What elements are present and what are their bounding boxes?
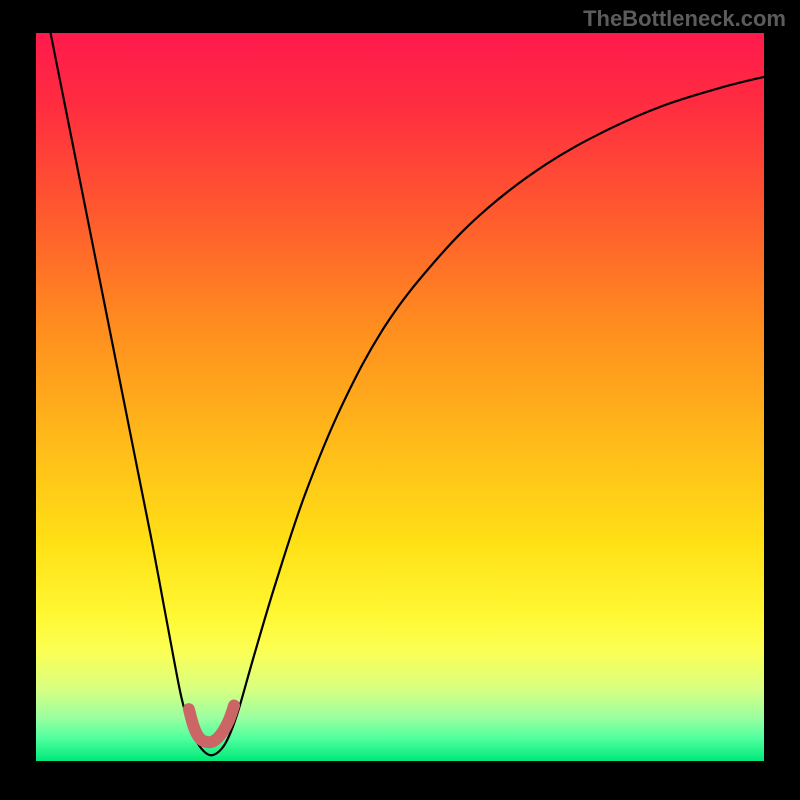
bottleneck-curve xyxy=(51,33,764,755)
chart-curves-layer xyxy=(36,33,764,764)
plot-area xyxy=(36,33,764,764)
optimal-marker-band xyxy=(189,706,234,743)
watermark-text: TheBottleneck.com xyxy=(583,6,786,32)
